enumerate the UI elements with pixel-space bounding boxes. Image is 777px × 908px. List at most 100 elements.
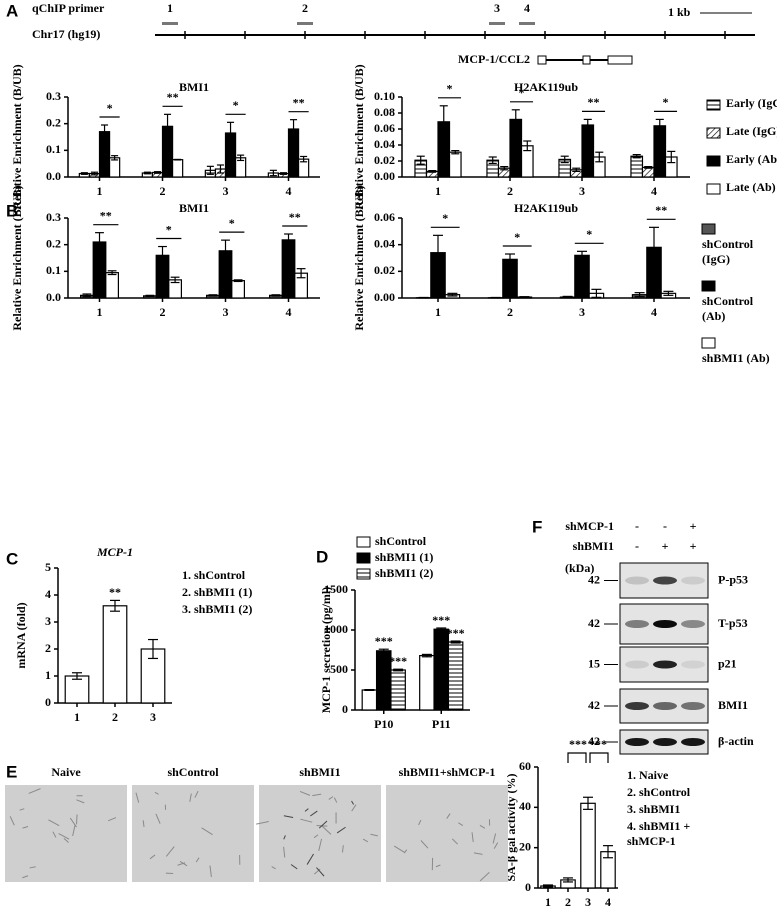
protein-label: p21 [718,656,737,670]
error-bar [95,232,104,252]
error-bar [72,672,82,680]
error-bar [364,688,375,692]
error-bar [416,155,425,165]
kda-label: 15 [588,656,600,670]
legend-label: shControl (Ab) [702,294,754,323]
error-bar [505,253,515,266]
x-tick-label: 3 [579,184,585,198]
cell [492,833,497,844]
chart-title: BMI1 [179,201,209,215]
primer-number: 4 [524,1,530,15]
cell [351,800,355,805]
y-tick-label: 5 [45,560,51,574]
legend-label-box: shControl [375,534,426,548]
y-tick-label: 0 [45,695,51,709]
cell [256,820,269,825]
exon [607,55,633,65]
legend-item: 3. shBMI1 [627,802,681,816]
bar [390,669,406,711]
cell [29,866,36,869]
significance-label: ** [109,585,121,599]
kda-label: 42 [588,572,600,586]
significance-label: *** [375,634,393,648]
legend-label: Early (Ab) [726,152,777,166]
x-tick-label: 2 [507,184,513,198]
blot-band [625,702,649,710]
cell [189,793,192,802]
significance-label: * [107,101,113,115]
chart-title: H2AK119ub [514,201,578,215]
cell [318,838,323,851]
legend-item: 3. shBMI1 (2) [182,602,253,616]
cell [435,864,441,868]
blot-band [625,738,649,746]
legend-label: Early (IgG) [726,96,777,110]
panel-label: B [6,201,18,220]
y-axis-title: Relative Enrichment (B/UB) [10,64,24,209]
error-bar [421,653,432,658]
error-bar [632,154,641,159]
significance-label: * [519,86,525,100]
protein-label: T-p53 [718,616,748,630]
x-tick-label: 2 [565,895,571,908]
y-tick-label: 0.0 [46,290,61,304]
gene-label: MCP-1/CCL2 [458,52,530,66]
bar [580,802,596,889]
error-bar [300,155,308,163]
error-bar [562,295,573,299]
primer-label: qChIP primer [32,1,105,15]
y-tick-label: 3 [45,614,51,628]
y-tick-label: 0.2 [46,236,61,250]
error-bar [418,296,429,299]
error-bar [644,166,653,169]
cell [370,833,378,837]
micrograph-label: Naive [51,765,81,779]
legend-item: 2. shControl [627,785,691,799]
y-axis-title: MCP-1 secretion (pg/ml) [319,587,333,713]
y-tick-label: 0.3 [46,89,61,103]
error-bar [511,109,520,130]
cell [194,790,199,798]
y-tick-label: 0.08 [374,105,395,119]
bar [419,654,435,711]
legend-swatch [706,127,721,139]
x-tick-label: 1 [74,710,80,724]
cell [393,845,406,854]
error-bar [269,169,277,177]
error-bar [634,292,645,298]
error-bar [145,294,155,297]
cell [165,846,175,857]
significance-label: * [166,222,172,236]
cell [328,796,334,800]
bar [581,124,595,178]
y-tick-label: 0 [342,702,348,716]
primer-number: 2 [302,1,308,15]
error-bar [279,172,287,175]
blot-band [653,738,677,746]
cell [304,808,309,812]
error-bar [543,884,553,888]
cell [22,826,29,829]
bar [64,675,90,704]
cell [316,867,325,877]
error-bar [523,140,532,152]
cell [341,845,344,853]
error-bar [595,151,604,163]
significance-label: * [229,216,235,230]
cell [76,799,85,804]
significance-label: * [586,227,592,241]
protein-label: P-p53 [718,572,748,586]
error-bar [663,290,674,296]
error-bar [490,296,501,299]
cell [351,804,357,812]
panel-label: F [532,517,542,536]
primer-number: 3 [494,1,500,15]
primer-number: 1 [167,1,173,15]
y-tick-label: 0.02 [374,153,395,167]
micrograph [5,785,127,882]
bar [447,641,464,711]
y-tick-label: 40 [519,799,531,813]
legend-swatch [356,552,371,564]
error-bar [80,172,88,175]
